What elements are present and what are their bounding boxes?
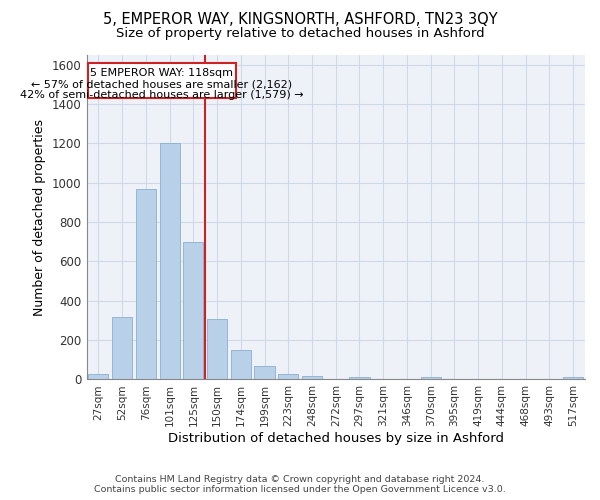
Text: 5 EMPEROR WAY: 118sqm: 5 EMPEROR WAY: 118sqm xyxy=(91,68,233,78)
Bar xyxy=(563,377,583,380)
Bar xyxy=(160,144,179,380)
Bar xyxy=(183,242,203,380)
Bar xyxy=(302,376,322,380)
Bar xyxy=(207,320,227,380)
X-axis label: Distribution of detached houses by size in Ashford: Distribution of detached houses by size … xyxy=(168,432,504,445)
Bar xyxy=(88,374,109,380)
Text: 5, EMPEROR WAY, KINGSNORTH, ASHFORD, TN23 3QY: 5, EMPEROR WAY, KINGSNORTH, ASHFORD, TN2… xyxy=(103,12,497,28)
Bar xyxy=(136,188,156,380)
Bar xyxy=(112,316,132,380)
Bar xyxy=(421,377,441,380)
Text: Contains HM Land Registry data © Crown copyright and database right 2024.
Contai: Contains HM Land Registry data © Crown c… xyxy=(94,474,506,494)
Bar xyxy=(278,374,298,380)
Y-axis label: Number of detached properties: Number of detached properties xyxy=(34,118,46,316)
FancyBboxPatch shape xyxy=(88,63,236,98)
Text: 42% of semi-detached houses are larger (1,579) →: 42% of semi-detached houses are larger (… xyxy=(20,90,304,100)
Bar xyxy=(231,350,251,380)
Text: Size of property relative to detached houses in Ashford: Size of property relative to detached ho… xyxy=(116,28,484,40)
Bar xyxy=(349,376,370,380)
Bar xyxy=(254,366,275,380)
Text: ← 57% of detached houses are smaller (2,162): ← 57% of detached houses are smaller (2,… xyxy=(31,79,292,89)
